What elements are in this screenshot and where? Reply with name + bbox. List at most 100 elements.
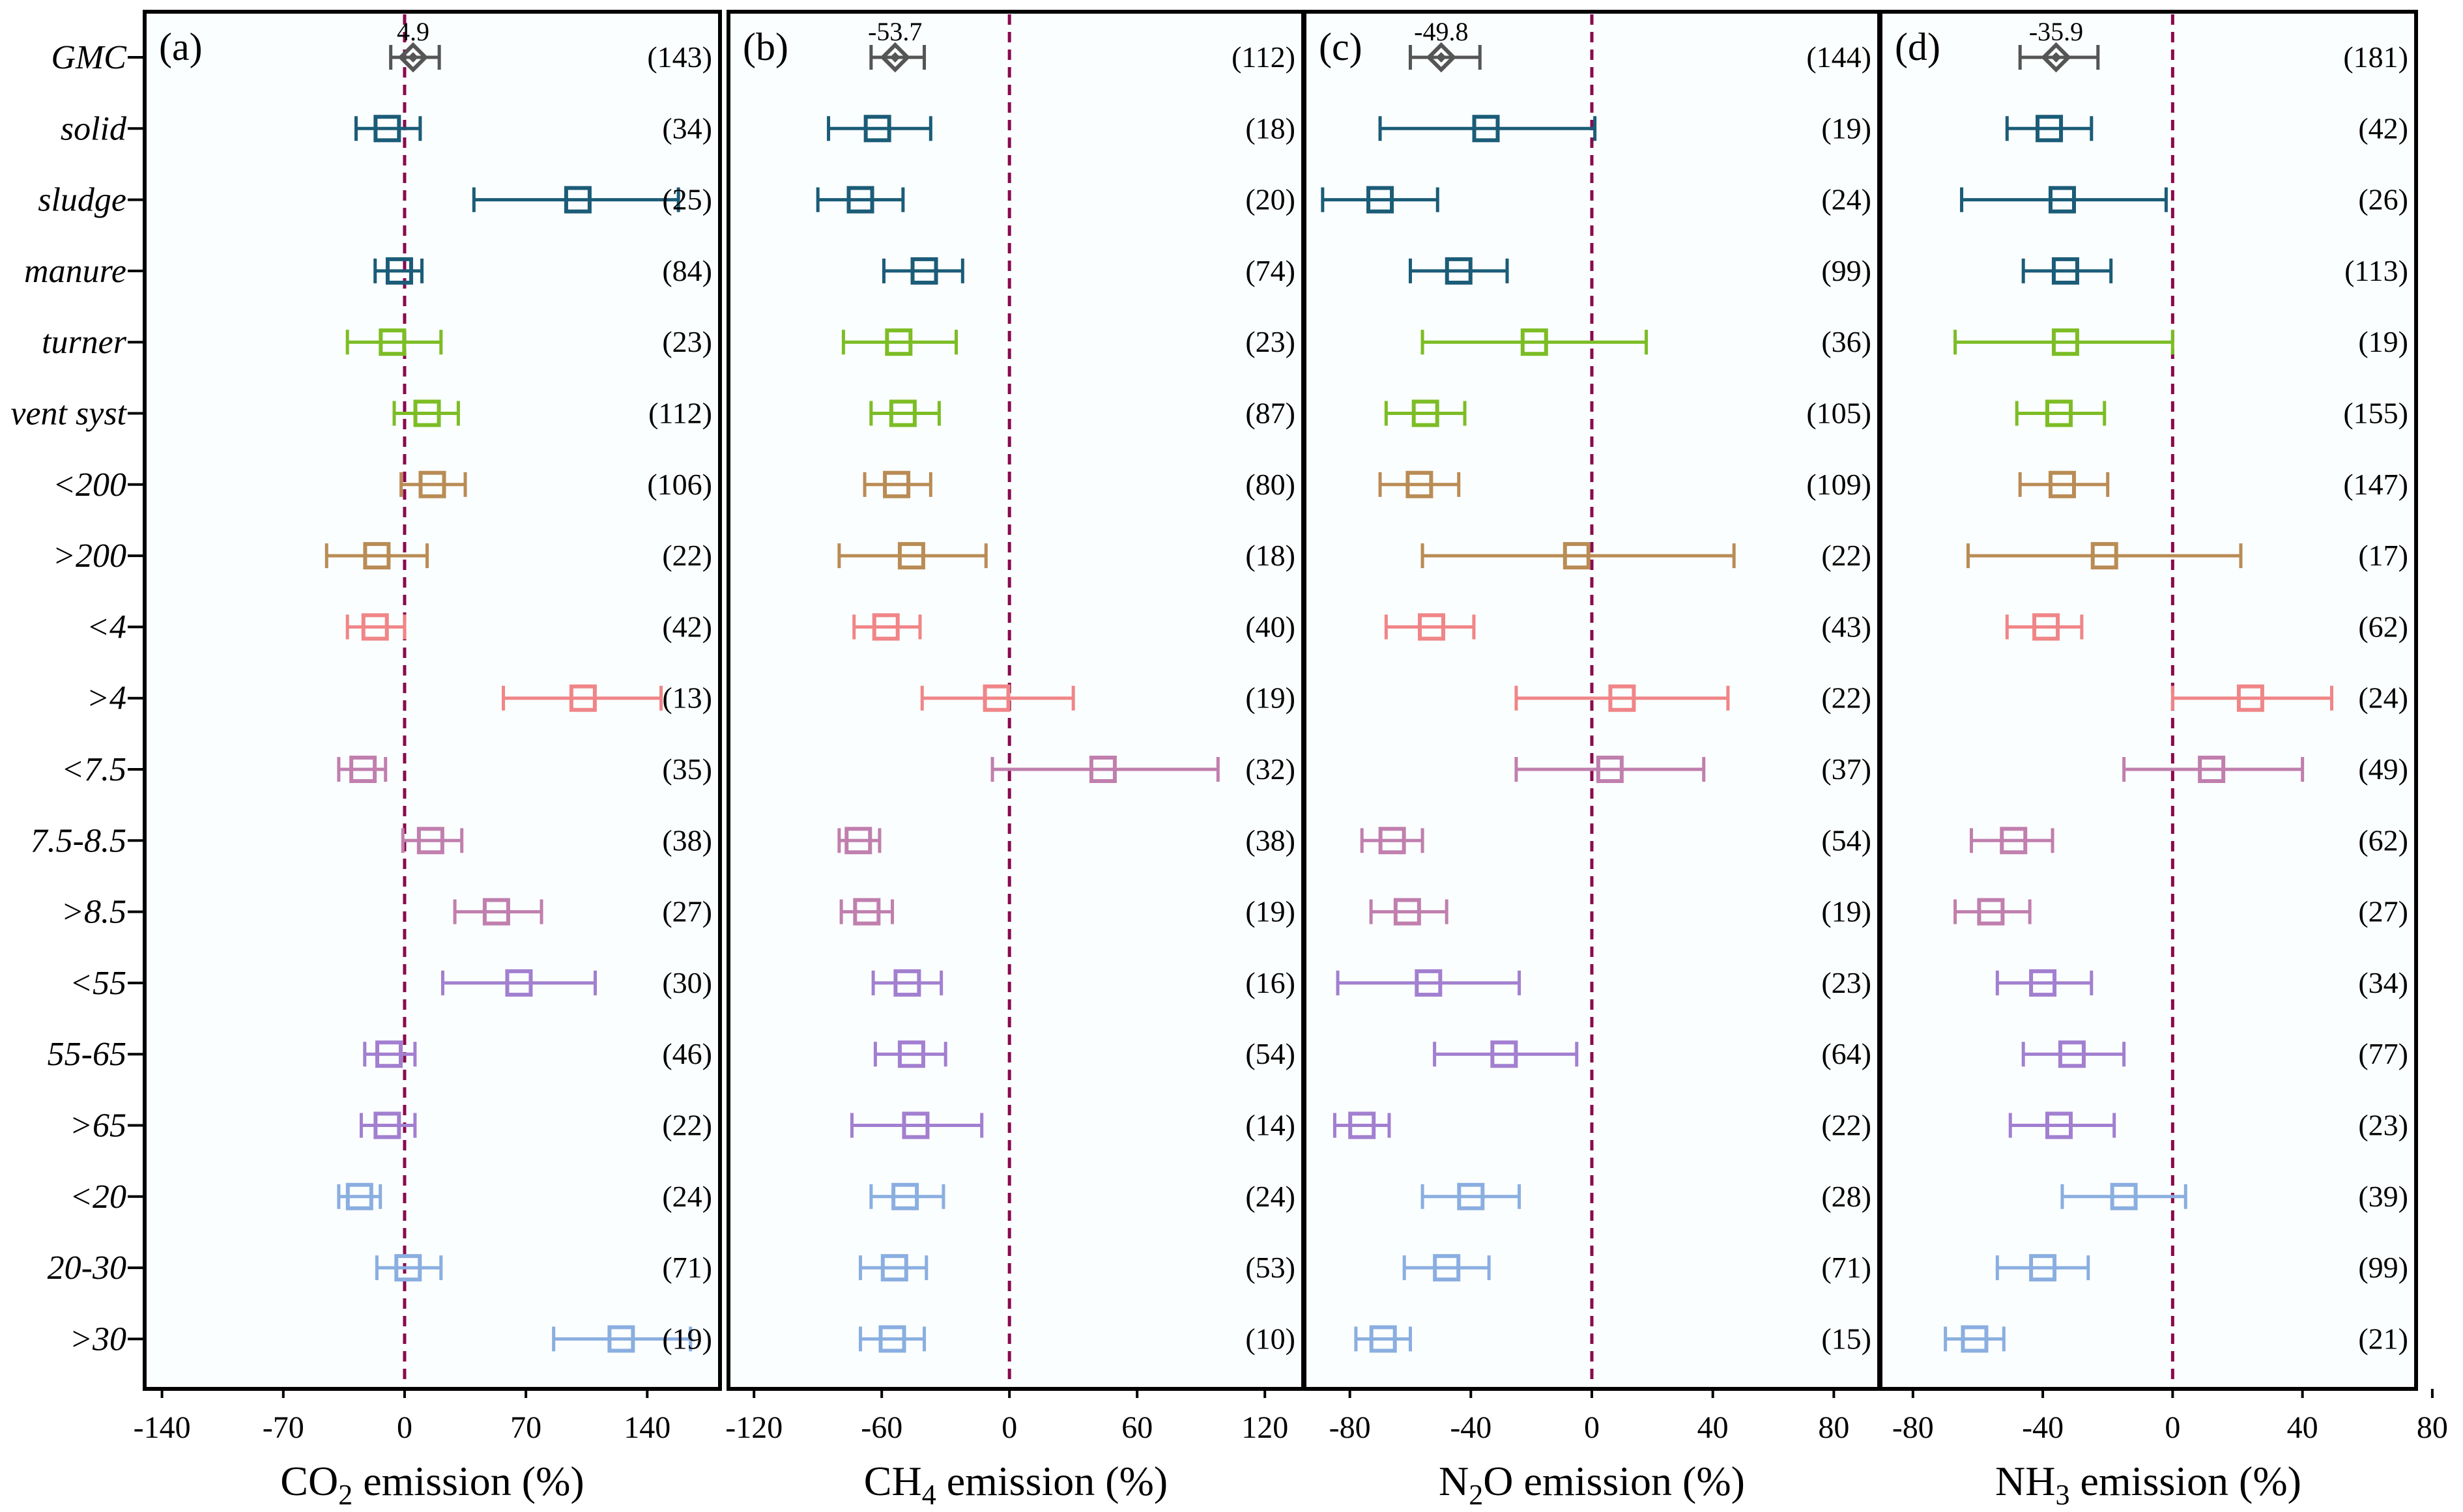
x-tick-label: 0 [1584, 1410, 1600, 1445]
x-axis: -140 -70 0 70 140 CO2 emission (%) [134, 1389, 670, 1511]
sample-size-label: (106) [647, 468, 712, 501]
row-label: 20-30 [48, 1249, 126, 1287]
sample-size-label: (40) [1245, 610, 1295, 643]
data-row: (46) [363, 1037, 712, 1070]
sample-size-label: (71) [662, 1251, 712, 1284]
sample-size-label: (43) [1821, 610, 1871, 643]
sample-size-label: (64) [1821, 1037, 1871, 1070]
data-row: (19) [920, 681, 1295, 715]
sample-size-label: (24) [1821, 183, 1871, 216]
row-label: vent syst [10, 395, 127, 433]
mean-diamond [2041, 42, 2071, 73]
data-row: (27) [453, 895, 712, 928]
data-row: (22) [1332, 1109, 1871, 1142]
data-row: (25) [472, 183, 712, 216]
data-row: (23) [841, 325, 1295, 358]
mean-diamond [880, 42, 911, 73]
x-axis-title: N2O emission (%) [1439, 1458, 1745, 1511]
x-tick-label: 140 [624, 1410, 670, 1445]
data-row: (80) [863, 468, 1295, 501]
x-axis-title-suffix: emission (%) [353, 1458, 584, 1504]
sample-size-label: (62) [2358, 610, 2408, 643]
x-tick-label: 40 [1697, 1410, 1729, 1445]
data-row: (24) [869, 1180, 1295, 1213]
row-label: >65 [70, 1107, 126, 1145]
data-row: (23) [2008, 1109, 2408, 1142]
x-tick-label: 60 [1121, 1410, 1153, 1445]
data-row: (113) [2021, 254, 2408, 287]
data-row: (26) [1960, 183, 2408, 216]
sample-size-label: (42) [662, 610, 712, 643]
sample-size-label: (23) [1245, 325, 1295, 358]
sample-size-label: (46) [662, 1037, 712, 1070]
data-row: (27) [1953, 895, 2408, 928]
data-row: (30) [440, 966, 712, 999]
x-axis-title: NH3 emission (%) [1995, 1458, 2301, 1511]
x-axis: -80 -40 0 40 80 NH3 emission (%) [1892, 1389, 2448, 1511]
panel-a: (a) 4.9 (143) (34) (25) (84) (23) (112) (106) (22… [134, 10, 722, 1511]
data-row: (40) [852, 610, 1295, 643]
data-row: (19) [1378, 111, 1871, 145]
sample-size-label: (13) [662, 681, 712, 715]
sample-size-label: (42) [2358, 111, 2408, 145]
row-label: >4 [87, 680, 126, 717]
x-axis-title-suffix: emission (%) [2069, 1458, 2301, 1504]
data-row: (39) [2060, 1180, 2408, 1213]
data-row: (20) [816, 183, 1295, 216]
sample-size-label: (19) [1245, 681, 1295, 715]
x-tick-label: -80 [1329, 1410, 1371, 1445]
panel-frame [727, 10, 1305, 1391]
x-tick-label: -140 [134, 1410, 191, 1445]
data-row: (22) [359, 1109, 712, 1142]
data-row: (64) [1433, 1037, 1871, 1070]
data-row: (106) [399, 468, 712, 501]
data-row: (62) [1969, 823, 2408, 857]
x-tick-label: 70 [510, 1410, 541, 1445]
data-row: (24) [1321, 183, 1871, 216]
data-row: (62) [2005, 610, 2408, 643]
data-row: (37) [1514, 752, 1871, 786]
x-tick-label: 120 [1241, 1410, 1288, 1445]
data-row: -53.7 (112) [868, 17, 1295, 74]
sample-size-label: (30) [662, 966, 712, 999]
sample-size-label: (22) [662, 539, 712, 572]
data-row: (36) [1420, 325, 1871, 358]
mean-diamond [397, 42, 429, 73]
data-row: (22) [1514, 681, 1871, 715]
sample-size-label: (27) [662, 895, 712, 928]
data-row: (15) [1354, 1322, 1871, 1355]
row-label: GMC [51, 39, 127, 76]
data-row: (99) [1995, 1251, 2408, 1284]
sample-size-label: (22) [1821, 1109, 1871, 1142]
data-row: 4.9 (143) [389, 17, 712, 74]
sample-size-label: (37) [1821, 752, 1871, 786]
data-row: (112) [392, 397, 712, 430]
x-axis-title: CH4 emission (%) [864, 1458, 1168, 1511]
sample-size-label: (18) [1245, 539, 1295, 572]
data-row: (54) [1360, 823, 1871, 857]
x-axis: -120 -60 0 60 120 CH4 emission (%) [725, 1389, 1288, 1511]
data-row: (13) [502, 681, 712, 715]
x-tick-label: 40 [2287, 1410, 2318, 1445]
panel-frame [143, 10, 722, 1391]
sample-size-label: (15) [1821, 1322, 1871, 1355]
x-axis-title-subscript: 3 [2055, 1479, 2069, 1511]
data-row: (99) [1408, 254, 1871, 287]
sample-size-label: (36) [1821, 325, 1871, 358]
sample-size-label: (19) [1821, 895, 1871, 928]
sample-size-label: (113) [2344, 254, 2408, 287]
row-labels: GMC solid sludge manure turner vent syst <200 >… [10, 39, 145, 1358]
x-tick-label: -120 [725, 1410, 783, 1445]
sample-size-label: (19) [1245, 895, 1295, 928]
data-row: (32) [990, 752, 1295, 786]
sample-size-label: (181) [2343, 40, 2408, 74]
sample-size-label: (24) [662, 1180, 712, 1213]
data-row: (71) [1402, 1251, 1871, 1284]
data-row: (105) [1384, 397, 1871, 430]
sample-size-label: (147) [2343, 468, 2408, 501]
data-row: (24) [337, 1180, 712, 1213]
x-axis: -80 -40 0 40 80 N2O emission (%) [1329, 1389, 1849, 1511]
sample-size-label: (39) [2358, 1180, 2408, 1213]
sample-size-label: (25) [662, 183, 712, 216]
x-axis-title-gas: CH [864, 1458, 922, 1504]
